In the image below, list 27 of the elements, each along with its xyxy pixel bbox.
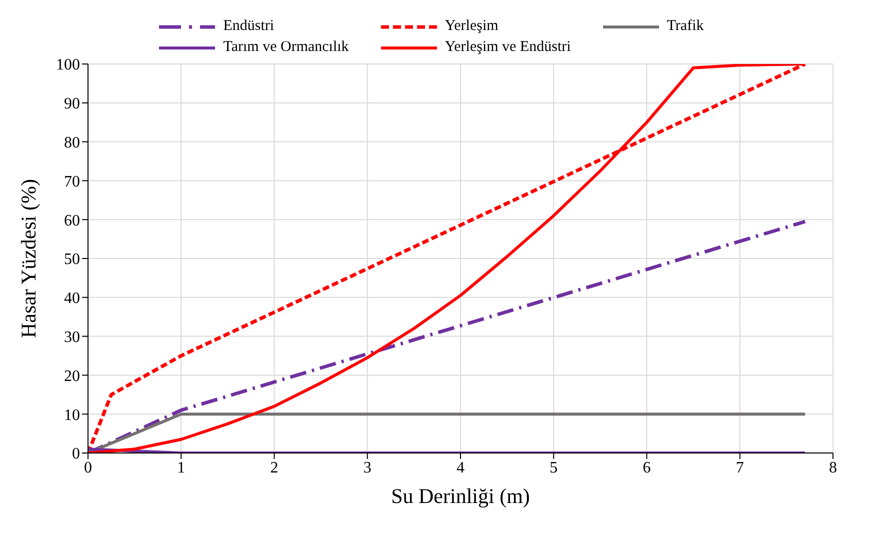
y-tick-label: 30 (64, 328, 80, 346)
y-tick-label: 100 (56, 56, 80, 74)
y-tick-label: 20 (64, 368, 80, 385)
x-tick-label: 2 (270, 459, 278, 476)
x-axis-title: Su Derinliği (m) (391, 484, 530, 508)
x-tick-label: 6 (642, 459, 651, 476)
x-tick-label: 5 (550, 459, 558, 476)
x-tick-label: 1 (177, 459, 186, 476)
y-tick-label: 0 (72, 446, 80, 463)
y-tick-label: 90 (64, 96, 80, 113)
y-axis-title: Hasar Yüzdesi (%) (16, 179, 40, 338)
legend-label: Tarım ve Ormancılık (223, 39, 349, 56)
legend-label: Yerleşim (444, 18, 498, 35)
legend-label: Yerleşim ve Endüstri (444, 39, 571, 56)
x-tick-label: 0 (84, 459, 92, 476)
legend-label: Trafik (666, 18, 704, 35)
y-tick-label: 10 (64, 406, 80, 424)
y-tick-label: 70 (64, 173, 80, 190)
y-tick-label: 80 (64, 134, 80, 152)
legend-label: Endüstri (223, 18, 274, 35)
x-tick-label: 4 (456, 459, 464, 476)
y-tick-label: 40 (64, 290, 80, 308)
y-tick-label: 60 (64, 212, 80, 230)
y-tick-label: 50 (64, 251, 80, 268)
x-tick-label: 3 (363, 459, 372, 476)
x-tick-label: 8 (829, 459, 837, 476)
x-tick-label: 7 (736, 459, 744, 476)
